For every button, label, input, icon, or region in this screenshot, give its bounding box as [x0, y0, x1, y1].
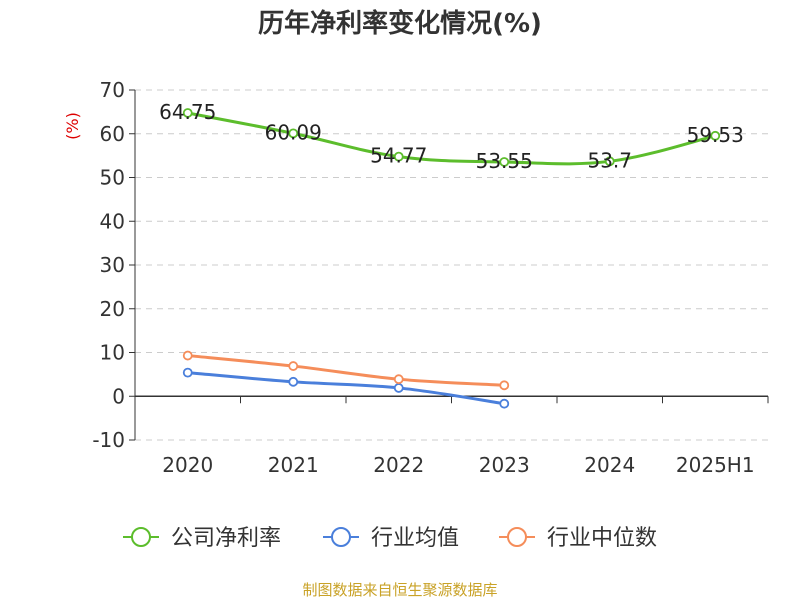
data-label: 53.7 [587, 148, 632, 172]
y-tick-label: 60 [100, 122, 125, 146]
y-tick-label: 0 [112, 384, 125, 408]
legend-label: 公司净利率 [171, 526, 281, 551]
y-tick-label: 50 [100, 166, 125, 190]
y-tick-label: -10 [92, 428, 125, 452]
grid [135, 89, 768, 441]
y-axis-label: (%) [63, 112, 82, 140]
series-line [187, 371, 505, 406]
data-point [499, 398, 510, 409]
data-point [393, 151, 404, 162]
data-point [182, 350, 193, 361]
data-point [288, 128, 299, 139]
x-tick-label: 2022 [373, 453, 424, 477]
data-point [710, 130, 721, 141]
legend-marker [507, 527, 527, 547]
y-tick-label: 20 [100, 297, 125, 321]
y-tick-label: 70 [100, 78, 125, 102]
y-tick-label: 10 [100, 341, 125, 365]
y-tick-label: 30 [100, 253, 125, 277]
axes: -10 0 10 20 30 40 50 60 70 2020 2021 2022 2023 2024 20… [92, 78, 769, 477]
legend: 公司净利率 行业均值 行业中位数 [123, 526, 657, 551]
data-point [182, 108, 193, 118]
data-label: 60.09 [265, 120, 322, 144]
x-tick-label: 2020 [162, 453, 213, 477]
data-point [499, 157, 510, 167]
data-label: 53.55 [476, 149, 533, 173]
chart-title: 历年净利率变化情况(%) [258, 8, 542, 39]
x-tick-label: 2024 [584, 453, 635, 477]
x-tick-label: 2021 [268, 453, 319, 477]
data-label: 54.77 [370, 144, 427, 168]
legend-label: 行业中位数 [547, 526, 657, 551]
data-point [288, 376, 299, 387]
data-label: 59.53 [687, 123, 744, 147]
data-point [393, 383, 404, 393]
data-point [393, 374, 404, 385]
data-point [499, 380, 510, 391]
source-note: 制图数据来自恒生聚源数据库 [302, 581, 497, 599]
data-point [604, 156, 615, 167]
series-group: 64.75 60.09 54.77 53.55 53.7 59.53 [159, 100, 744, 409]
legend-marker [131, 527, 151, 547]
x-tick-label: 2023 [479, 453, 530, 477]
series-line [187, 111, 716, 166]
data-point [182, 367, 193, 378]
data-label: 64.75 [159, 100, 216, 124]
series-line [187, 354, 505, 387]
data-point [288, 361, 299, 371]
legend-label: 行业均值 [371, 526, 459, 551]
x-tick-label: 2025H1 [676, 453, 755, 477]
y-tick-label: 40 [100, 209, 125, 233]
legend-marker [331, 527, 351, 547]
